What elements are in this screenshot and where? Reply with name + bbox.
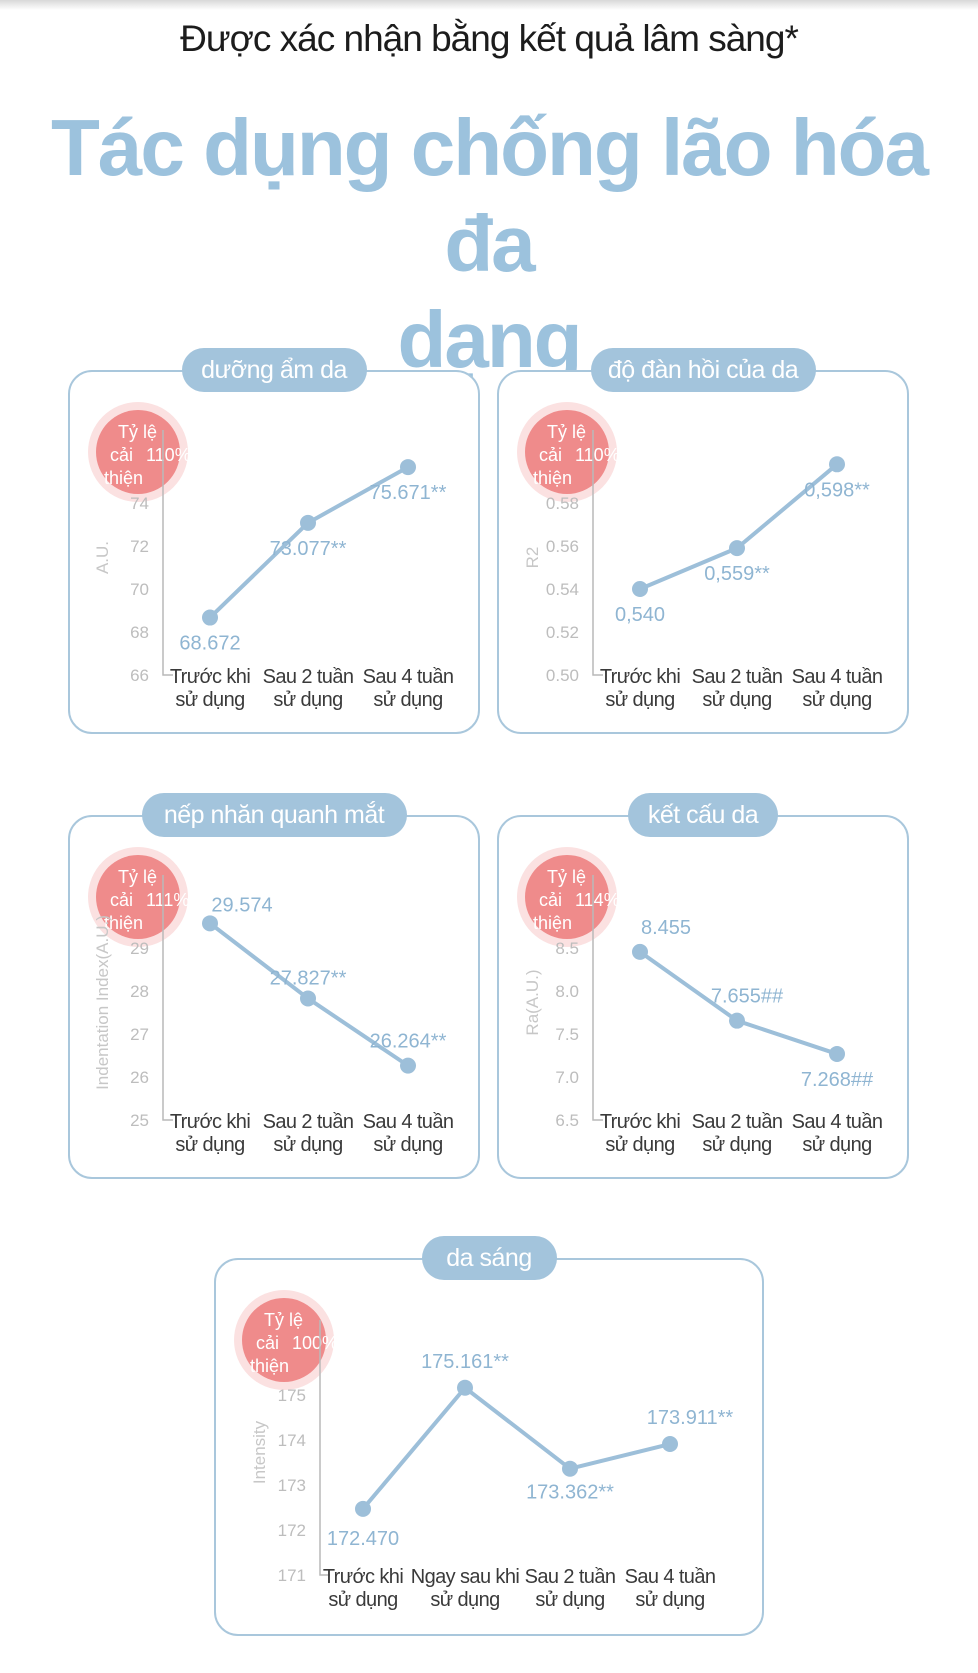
chart-card	[497, 370, 909, 734]
chart-card	[68, 815, 480, 1179]
headline: Tác dụng chống lão hóa đa dạng	[10, 100, 968, 388]
chart-title-pill: độ đàn hồi của da	[590, 348, 816, 392]
headline-line1: Tác dụng chống lão hóa đa	[51, 103, 929, 288]
chart-card	[68, 370, 480, 734]
chart-card	[214, 1258, 764, 1636]
subtitle: Được xác nhận bằng kết quả lâm sàng*	[180, 18, 799, 59]
top-shadow	[0, 0, 978, 10]
chart-title-pill: kết cấu da	[628, 793, 778, 837]
headline-line2: dạng	[397, 295, 582, 384]
chart-card	[497, 815, 909, 1179]
chart-title-pill: nếp nhăn quanh mắt	[141, 793, 407, 837]
chart-title-pill: da sáng	[421, 1236, 557, 1280]
chart-title-pill: dưỡng ẩm da	[181, 348, 367, 392]
